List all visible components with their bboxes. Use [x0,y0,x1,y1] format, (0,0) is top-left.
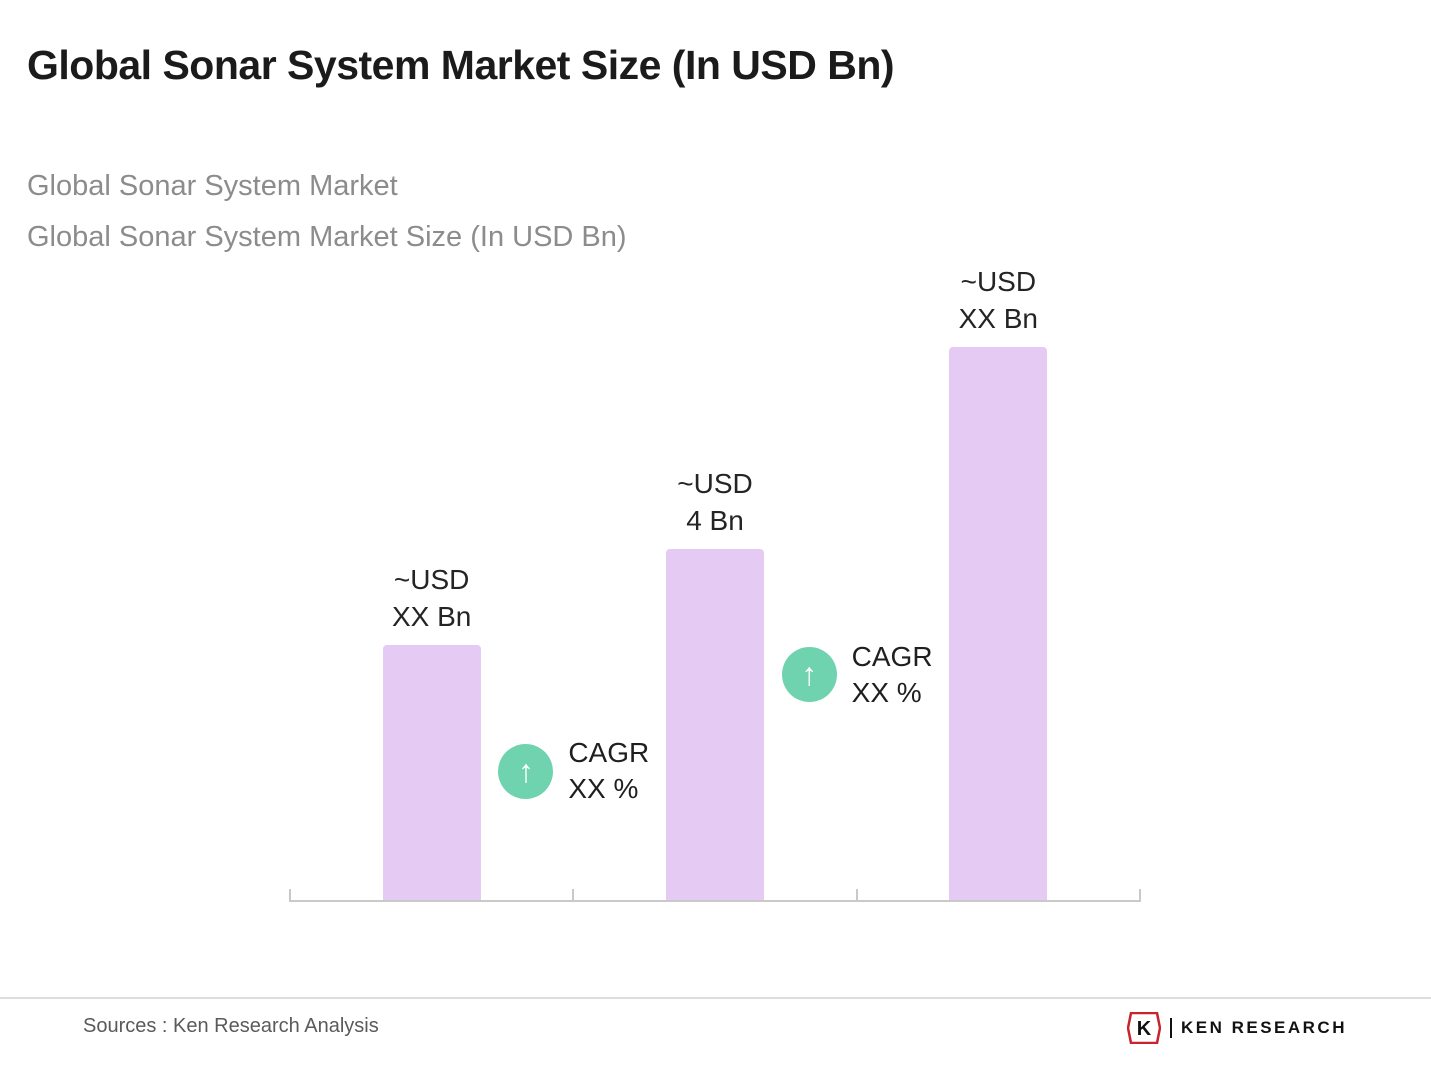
bar [666,548,764,900]
x-axis [290,900,1140,902]
bar [949,346,1048,900]
axis-tick [1139,889,1141,902]
axis-tick [572,889,575,902]
logo-mark-icon: K [1126,1012,1161,1044]
bar-value-label: ~USD XX Bn [391,564,472,633]
chart-subtitle-2: Global Sonar System Market Size (In USD … [27,221,627,253]
logo-text: KEN RESEARCH [1180,1018,1347,1037]
up-arrow-icon: ↑ [498,743,554,799]
cagr-label: CAGR XX % [851,640,933,708]
axis-tick [855,889,858,902]
footer-divider [0,997,1431,999]
chart-subtitle-1: Global Sonar System Market [27,170,398,202]
sources-text: Sources : Ken Research Analysis [83,1015,379,1037]
bar-value-label: ~USD 4 Bn [677,467,753,536]
bar [382,645,481,900]
page-title: Global Sonar System Market Size (In USD … [27,42,895,88]
bar-value-label: ~USD XX Bn [958,265,1039,334]
ken-research-logo: K KEN RESEARCH [1126,1012,1347,1044]
up-arrow-icon: ↑ [781,647,837,703]
cagr-annotation: ↑ CAGR XX % [498,735,649,807]
axis-tick [289,889,291,902]
logo-separator [1169,1018,1172,1038]
cagr-label: CAGR XX % [568,737,650,805]
svg-text:K: K [1137,1018,1152,1040]
cagr-annotation: ↑ CAGR XX % [781,639,933,711]
bar-chart: ~USD XX Bn ~USD 4 Bn ~USD XX Bn ↑ CAGR XX % ↑ CAGR… [289,266,1141,902]
